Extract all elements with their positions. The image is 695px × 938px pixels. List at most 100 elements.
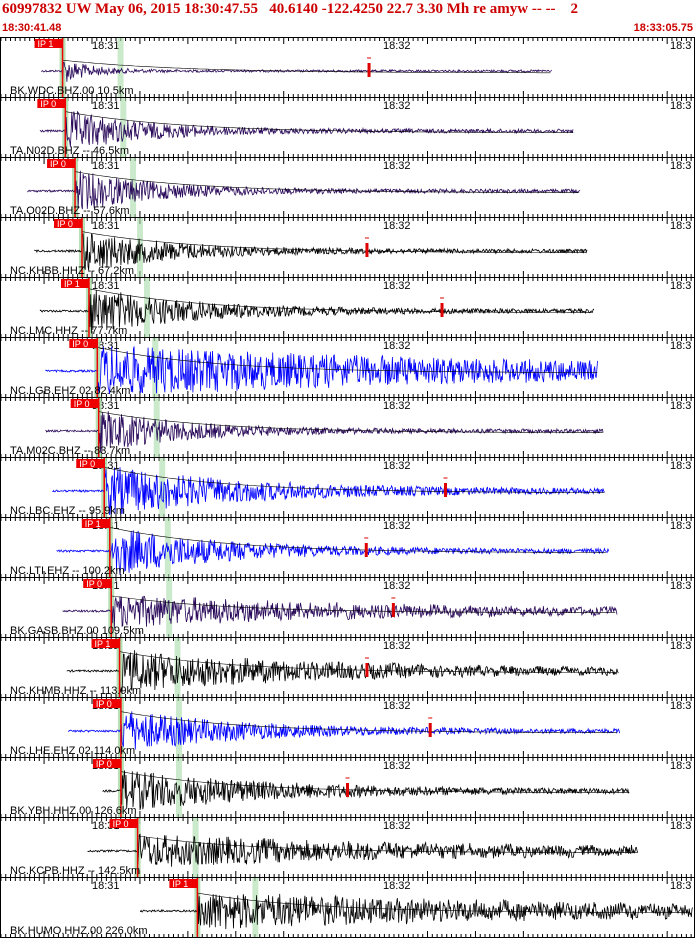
amplitude-pick[interactable]: [364, 537, 369, 557]
start-time: 18:30:41.48: [2, 22, 62, 34]
time-label: 18:3: [670, 400, 691, 412]
amplitude-pick[interactable]: [367, 57, 372, 77]
pick-label: IP 1: [38, 39, 54, 49]
pick-label: IP 1: [64, 279, 80, 289]
amplitude-pick[interactable]: [428, 717, 433, 737]
phase-pick[interactable]: IP 0: [47, 158, 76, 217]
amplitude-pick[interactable]: [391, 597, 396, 617]
trace-panel[interactable]: 18:31 18:32 18:3 IP 0 TA.N02D.BHZ -- 46.5km: [0, 97, 695, 158]
pick-label: IP 0: [74, 399, 90, 409]
time-ticks: [0, 638, 692, 697]
channel-label: NC.KHBB.HHZ -- 67.2km: [10, 265, 134, 277]
channel-label: NC.LBC.EHZ -- 95.9km: [10, 505, 125, 517]
waveform: [52, 467, 605, 515]
phase-pick[interactable]: IP 0: [69, 338, 99, 397]
time-label: 18:3: [670, 700, 691, 712]
trace-panel[interactable]: 18:31 18:32 18:3 IP 0 TA.O02D.BHZ -- 57.6km: [0, 157, 695, 218]
pick-label: IP 0: [113, 819, 129, 829]
amplitude-envelope: [120, 699, 617, 733]
trace-panel[interactable]: 18:31 18:32 18:3 IP 1 BK.WDC.BHZ.00 10.5km: [0, 37, 695, 98]
time-label: 18:32: [383, 760, 411, 772]
pick-label: IP 0: [57, 219, 73, 229]
pick-label: IP 1: [85, 519, 101, 529]
amplitude-envelope: [97, 339, 598, 373]
time-label: 18:3: [670, 520, 691, 532]
time-label: 18:32: [383, 460, 411, 472]
phase-pick[interactable]: IP 0: [83, 578, 112, 637]
amplitude-pick[interactable]: [443, 477, 448, 497]
amplitude-envelope: [88, 279, 593, 313]
phase-window-band: [117, 38, 124, 97]
time-label: 18:3: [670, 340, 691, 352]
time-label: 18:3: [670, 640, 691, 652]
waveform: [140, 893, 694, 930]
phase-pick[interactable]: IP 0: [92, 698, 122, 757]
phase-pick[interactable]: IP 0: [37, 98, 67, 157]
waveform: [56, 530, 609, 575]
trace-panel[interactable]: 18:31 18:32 18:3IP 0NC.LGB.EHZ 02 82.4km: [0, 337, 695, 398]
trace-panel[interactable]: 18:31 18:32 18:3IP 0NC.KCPB.HHZ -- 142.5km: [0, 817, 695, 878]
amplitude-envelope: [98, 399, 603, 433]
pick-label: IP 0: [40, 99, 56, 109]
time-label: 18:32: [383, 340, 411, 352]
phase-pick[interactable]: IP 0: [76, 458, 105, 517]
event-header: 60997832 UW May 06, 2015 18:30:47.55 40.…: [0, 0, 695, 37]
phase-pick[interactable]: IP 1: [60, 278, 90, 337]
waveform: [62, 595, 618, 629]
time-label: 18:3: [670, 160, 691, 172]
amplitude-pick[interactable]: [345, 777, 350, 797]
channel-label: NC.LMC.HHZ -- 77.7km: [10, 325, 127, 337]
amplitude-pick[interactable]: [364, 237, 369, 257]
pick-label: IP 0: [96, 699, 112, 709]
time-ticks: [0, 458, 692, 517]
seismogram-plot[interactable]: 18:31 18:32 18:3 IP 1 BK.WDC.BHZ.00 10.5km 18…: [0, 37, 695, 938]
amplitude-envelope: [110, 579, 616, 613]
phase-pick[interactable]: IP 0: [70, 398, 100, 457]
time-label: 18:32: [383, 520, 411, 532]
trace-panel[interactable]: 18:31 18:32 18:3 IP 1 NC.LMC.HHZ -- 77.7km: [0, 277, 695, 338]
phase-window-band: [174, 638, 181, 697]
time-ticks: [0, 578, 692, 637]
amplitude-envelope: [197, 879, 690, 913]
phase-pick[interactable]: IP 1: [91, 638, 121, 697]
channel-label: BK.WDC.BHZ.00 10.5km: [10, 85, 133, 97]
phase-pick[interactable]: IP 1: [81, 518, 111, 577]
time-label: 18:31: [92, 40, 120, 52]
time-ticks: [0, 518, 692, 577]
trace-panel[interactable]: 18:31 18:32 18:3IP 0TA.M02C.BHZ -- 83.7km: [0, 397, 695, 458]
time-label: 18:32: [383, 400, 411, 412]
phase-window-band: [153, 398, 160, 457]
time-ticks: [0, 158, 692, 217]
trace-panel[interactable]: 18:31 18:32 18:3 IP 0 NC.KHBB.HHZ -- 67.2km: [0, 217, 695, 278]
channel-label: NC.LTI.EHZ -- 100.2km: [10, 565, 125, 577]
time-label: 18:32: [383, 100, 411, 112]
time-ticks: [0, 338, 692, 397]
phase-pick[interactable]: IP 1: [34, 38, 64, 97]
time-label: 18:32: [383, 580, 411, 592]
phase-pick[interactable]: IP 0: [109, 818, 139, 877]
amplitude-envelope: [62, 39, 551, 74]
phase-pick[interactable]: IP 0: [92, 758, 122, 817]
time-label: 18:32: [383, 280, 411, 292]
phase-pick[interactable]: IP 0: [54, 218, 83, 277]
phase-pick[interactable]: IP 1: [169, 878, 199, 937]
waveform: [27, 170, 581, 210]
time-label: 18:32: [383, 220, 411, 232]
time-label: 18:3: [670, 820, 691, 832]
phase-window-band: [252, 878, 259, 937]
trace-panel[interactable]: 18:31 18:32 18:3 IP 1 BK.HUMO.HHZ.00 226.0km: [0, 877, 695, 938]
waveform: [39, 110, 574, 148]
time-label: 18:3: [670, 100, 691, 112]
amplitude-pick[interactable]: [364, 657, 369, 677]
time-label: 18:3: [670, 580, 691, 592]
amplitude-envelope: [120, 759, 629, 793]
pick-label: IP 0: [50, 159, 66, 169]
time-label: 18:3: [670, 220, 691, 232]
amplitude-pick[interactable]: [440, 297, 445, 317]
